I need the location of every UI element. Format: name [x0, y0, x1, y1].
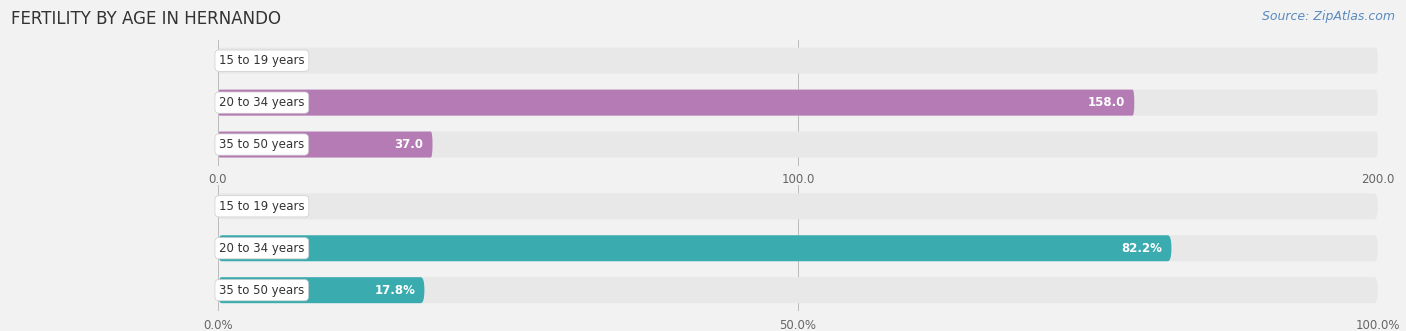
Text: 15 to 19 years: 15 to 19 years [219, 54, 305, 67]
Text: FERTILITY BY AGE IN HERNANDO: FERTILITY BY AGE IN HERNANDO [11, 10, 281, 28]
Text: 35 to 50 years: 35 to 50 years [219, 138, 304, 151]
Text: 15 to 19 years: 15 to 19 years [219, 200, 305, 213]
FancyBboxPatch shape [218, 235, 1171, 261]
Text: 20 to 34 years: 20 to 34 years [219, 96, 305, 109]
Text: 35 to 50 years: 35 to 50 years [219, 284, 304, 297]
Text: 20 to 34 years: 20 to 34 years [219, 242, 305, 255]
FancyBboxPatch shape [218, 90, 1378, 116]
Text: 37.0: 37.0 [394, 138, 423, 151]
FancyBboxPatch shape [218, 193, 1378, 219]
FancyBboxPatch shape [218, 131, 433, 158]
Text: 0.0: 0.0 [232, 54, 250, 67]
Text: 82.2%: 82.2% [1121, 242, 1163, 255]
FancyBboxPatch shape [218, 131, 1378, 158]
FancyBboxPatch shape [218, 277, 1378, 303]
FancyBboxPatch shape [218, 90, 1135, 116]
Text: 158.0: 158.0 [1088, 96, 1125, 109]
Text: Source: ZipAtlas.com: Source: ZipAtlas.com [1261, 10, 1395, 23]
FancyBboxPatch shape [218, 48, 1378, 74]
FancyBboxPatch shape [218, 235, 1378, 261]
FancyBboxPatch shape [218, 277, 425, 303]
Text: 0.0%: 0.0% [232, 200, 262, 213]
Text: 17.8%: 17.8% [374, 284, 415, 297]
